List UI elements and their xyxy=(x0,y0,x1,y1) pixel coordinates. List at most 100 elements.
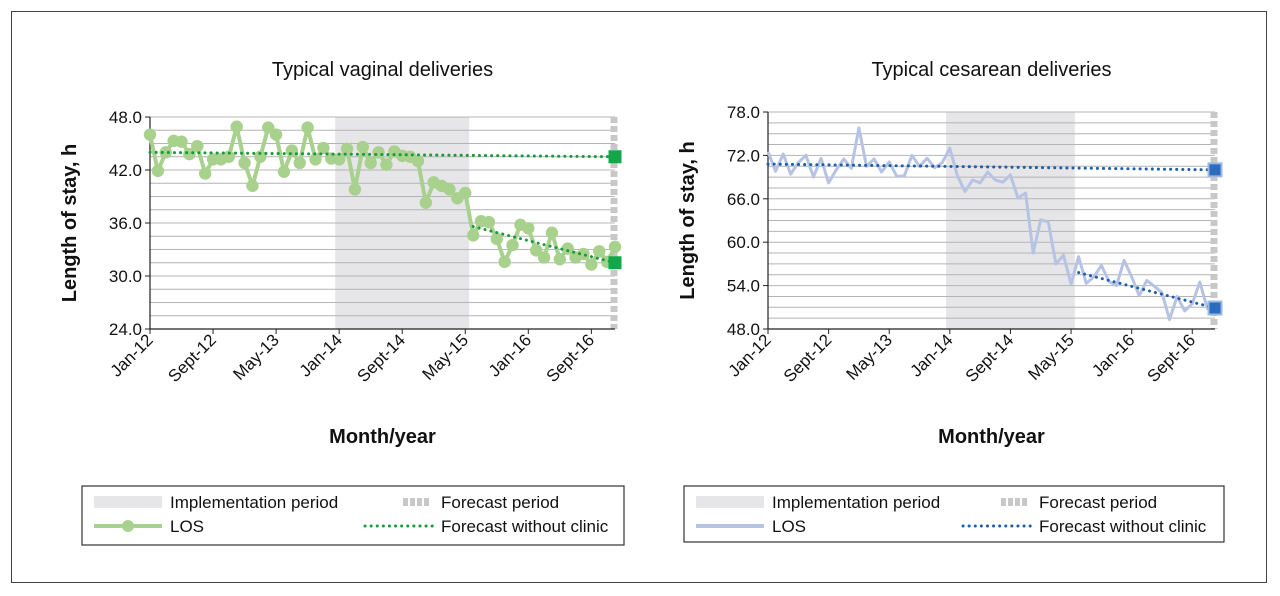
x-tick-label: Jan-14 xyxy=(296,330,346,380)
y-axis-title: Length of stay, h xyxy=(59,144,81,303)
los-data-point xyxy=(254,150,267,163)
legend-box xyxy=(683,485,1225,543)
legend-implementation-label: Implementation period xyxy=(772,493,940,512)
los-data-point xyxy=(585,258,598,271)
forecast-end-marker xyxy=(608,150,622,164)
x-tick-label: Sept-16 xyxy=(543,330,599,386)
y-tick-label: 36.0 xyxy=(109,214,142,233)
los-data-point xyxy=(466,229,480,242)
los-data-point xyxy=(537,251,551,264)
chart-title: Typical vaginal deliveries xyxy=(272,59,493,81)
y-tick-label: 78.0 xyxy=(727,103,760,122)
los-data-point xyxy=(293,156,306,170)
legend-implementation-swatch xyxy=(94,496,162,508)
forecast-end-marker xyxy=(1207,162,1223,178)
y-tick-label: 24.0 xyxy=(109,320,142,339)
y-axis-title: Length of stay, h xyxy=(677,141,699,300)
los-data-point xyxy=(380,158,393,171)
los-series-line xyxy=(766,126,1216,322)
legend-los-marker xyxy=(122,520,134,532)
y-tick-label: 48.0 xyxy=(109,108,142,127)
x-tick-label: Sept-14 xyxy=(353,330,409,386)
legend-forecast-period-label: Forecast period xyxy=(1039,493,1157,512)
y-tick-label: 54.0 xyxy=(727,277,760,296)
los-data-point xyxy=(159,146,172,159)
los-data-point xyxy=(364,156,377,170)
forecast-end-marker xyxy=(1207,300,1223,316)
los-data-point xyxy=(459,186,472,200)
los-data-point xyxy=(332,153,346,166)
los-data-point xyxy=(198,167,212,180)
x-tick-label: Sept-12 xyxy=(780,330,836,386)
los-data-point xyxy=(269,128,283,141)
los-data-point xyxy=(317,141,330,155)
los-data-point xyxy=(183,147,196,161)
y-tick-label: 30.0 xyxy=(109,267,142,286)
los-data-point xyxy=(372,146,385,159)
x-tick-label: Sept-16 xyxy=(1144,330,1200,386)
los-data-point xyxy=(529,244,543,257)
forecast-line xyxy=(1077,271,1217,310)
x-tick-label: Jan-16 xyxy=(485,330,535,380)
legend-forecast-line-label: Forecast without clinic xyxy=(441,517,609,536)
y-tick-label: 42.0 xyxy=(109,161,142,180)
x-tick-label: Jan-16 xyxy=(1088,330,1138,380)
legend-forecast-line-label: Forecast without clinic xyxy=(1039,517,1207,536)
y-tick-label: 66.0 xyxy=(727,190,760,209)
los-data-point xyxy=(143,128,157,141)
x-tick-label: Sept-14 xyxy=(962,330,1018,386)
los-data-point xyxy=(443,183,456,196)
y-tick-label: 72.0 xyxy=(727,146,760,165)
los-data-point xyxy=(593,245,606,258)
legend-los-label: LOS xyxy=(170,517,204,536)
x-tick-label: Jan-14 xyxy=(906,330,956,380)
chart-title: Typical cesarean deliveries xyxy=(871,59,1111,81)
forecast-end-marker xyxy=(608,256,622,270)
los-data-point xyxy=(151,164,165,178)
los-data-point xyxy=(561,242,574,255)
legend-implementation-label: Implementation period xyxy=(170,493,338,512)
legend-implementation-swatch xyxy=(696,496,764,508)
legend-forecast-period-label: Forecast period xyxy=(441,493,559,512)
los-data-point xyxy=(498,255,511,269)
los-data-point xyxy=(340,142,354,155)
los-data-point xyxy=(506,238,519,252)
x-tick-label: Sept-12 xyxy=(164,330,220,386)
los-data-point xyxy=(301,121,314,134)
los-data-point xyxy=(356,140,369,154)
x-tick-label: May-13 xyxy=(229,330,283,384)
los-data-point xyxy=(482,215,496,229)
x-tick-label: May-15 xyxy=(1024,330,1078,384)
los-data-point xyxy=(175,135,188,148)
los-data-point xyxy=(309,153,322,166)
los-data-point xyxy=(246,179,259,193)
x-axis-title: Month/year xyxy=(329,426,436,448)
los-data-point xyxy=(222,150,236,163)
los-data-point xyxy=(238,156,251,170)
los-data-point xyxy=(577,247,590,261)
forecast-line xyxy=(471,225,617,265)
x-tick-label: May-15 xyxy=(419,330,473,384)
y-tick-label: 48.0 xyxy=(727,320,760,339)
los-data-point xyxy=(553,253,567,266)
legend-los-label: LOS xyxy=(772,517,806,536)
los-data-point xyxy=(490,232,503,246)
los-data-point xyxy=(411,154,425,168)
los-data-point xyxy=(608,240,622,254)
los-data-point xyxy=(419,196,433,209)
forecast-line xyxy=(148,150,617,159)
x-axis-title: Month/year xyxy=(938,426,1045,448)
figure-border xyxy=(11,11,1267,583)
x-tick-label: May-13 xyxy=(843,330,897,384)
forecast-line xyxy=(766,162,1217,172)
los-data-point xyxy=(262,121,275,134)
los-data-point xyxy=(277,165,291,178)
legend-box xyxy=(81,485,625,546)
y-tick-label: 60.0 xyxy=(727,233,760,252)
los-data-point xyxy=(230,120,243,133)
los-data-point xyxy=(522,222,535,235)
los-data-point xyxy=(348,183,362,196)
